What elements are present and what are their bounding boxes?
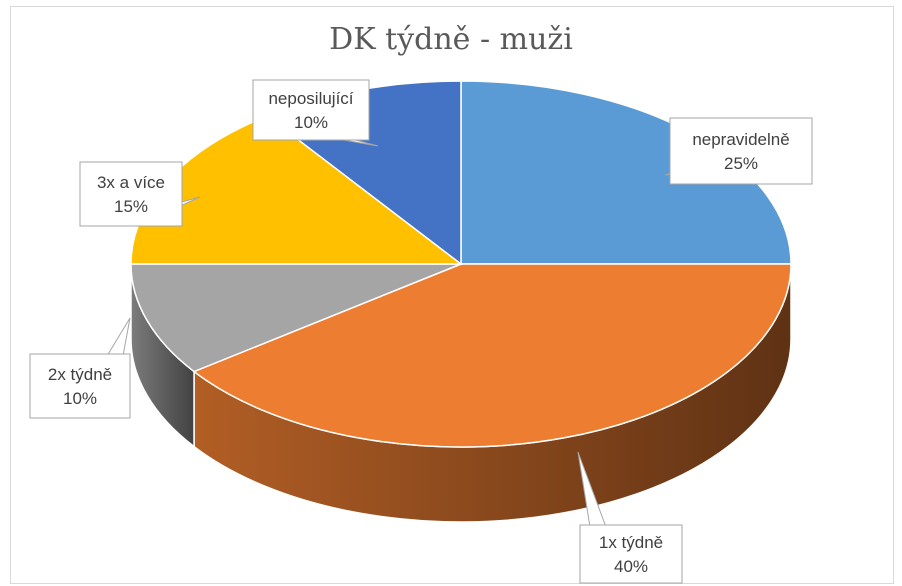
data-label-value: 25% bbox=[724, 154, 758, 173]
data-label-1x-tydne: 1x týdně 40% bbox=[577, 451, 683, 584]
data-label-value: 10% bbox=[294, 113, 328, 132]
data-label-box bbox=[79, 161, 183, 227]
data-label-value: 10% bbox=[63, 389, 97, 408]
data-label-category: nepravidelně bbox=[692, 130, 789, 149]
data-label-nepravidelne: nepravidelně 25% bbox=[664, 117, 813, 185]
data-label-box bbox=[579, 524, 683, 584]
pie-slice-1x-tydne bbox=[192, 263, 792, 448]
data-label-category: neposilující bbox=[268, 89, 353, 108]
data-label-neposilujici: neposilující 10% bbox=[252, 79, 379, 147]
data-label-box bbox=[252, 79, 370, 141]
data-label-category: 2x týdně bbox=[48, 365, 112, 384]
pie-slice-2x-tydne bbox=[130, 263, 462, 373]
data-label-box bbox=[29, 353, 131, 419]
data-label-value: 15% bbox=[114, 197, 148, 216]
data-label-3x-a-vice: 3x a více 15% bbox=[79, 161, 201, 227]
data-label-box bbox=[669, 117, 813, 185]
chart-title: DK týdně - muži bbox=[329, 22, 573, 57]
data-label-pointer bbox=[106, 317, 131, 357]
data-label-category: 1x týdně bbox=[599, 533, 663, 552]
data-label-2x-tydne: 2x týdně 10% bbox=[29, 317, 131, 419]
data-labels: nepravidelně 25% 1x týdně 40% 2x týdně 10% 3x … bbox=[29, 79, 813, 584]
data-label-category: 3x a více bbox=[97, 173, 165, 192]
data-label-value: 40% bbox=[614, 557, 648, 576]
